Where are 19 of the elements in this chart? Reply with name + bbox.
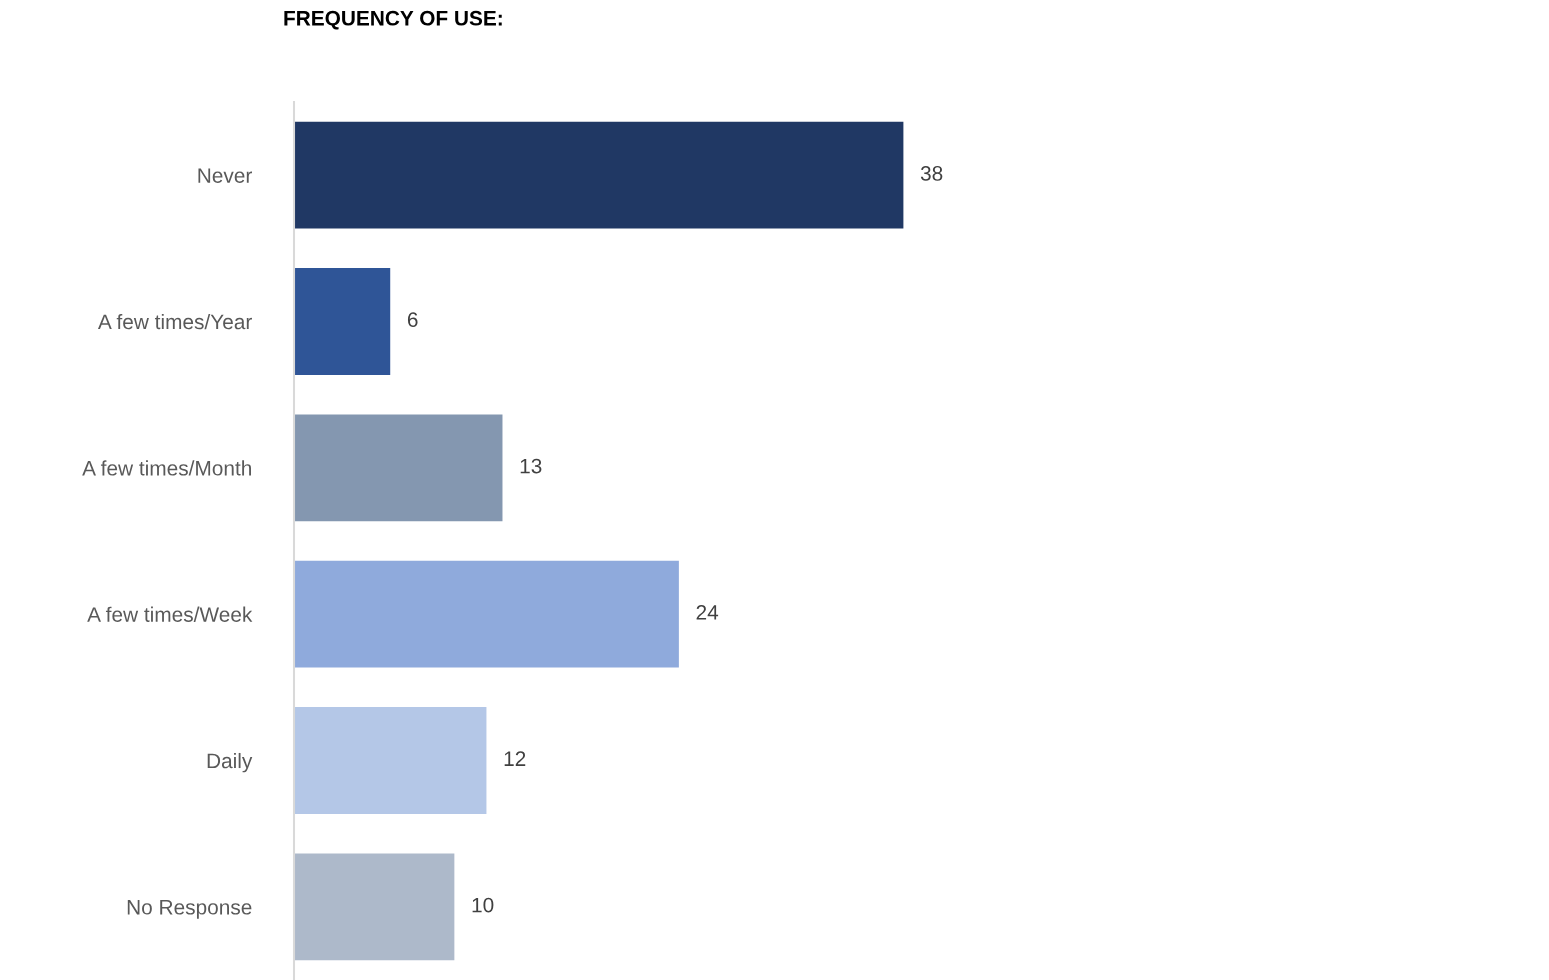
bar <box>294 414 503 522</box>
y-tick-label: Never <box>198 168 252 183</box>
y-tick-label: A few times/Year <box>97 313 252 330</box>
data-label: 6 <box>407 312 418 328</box>
bar <box>294 560 679 668</box>
y-tick-label: A few times/Week <box>87 606 253 622</box>
bar <box>294 707 487 814</box>
bar <box>294 268 391 375</box>
y-tick-label: Daily <box>207 752 253 773</box>
data-label: 12 <box>504 751 526 766</box>
data-label: 13 <box>520 458 542 474</box>
bar <box>294 121 904 229</box>
data-label: 10 <box>472 897 494 913</box>
bar <box>294 853 455 961</box>
chart-title: FREQUENCY OF USE: <box>284 10 502 30</box>
y-tick-label: A few times/Month <box>82 460 251 476</box>
data-label: 38 <box>920 166 943 181</box>
y-tick-label: No Response <box>127 900 252 919</box>
data-label: 24 <box>696 605 719 620</box>
